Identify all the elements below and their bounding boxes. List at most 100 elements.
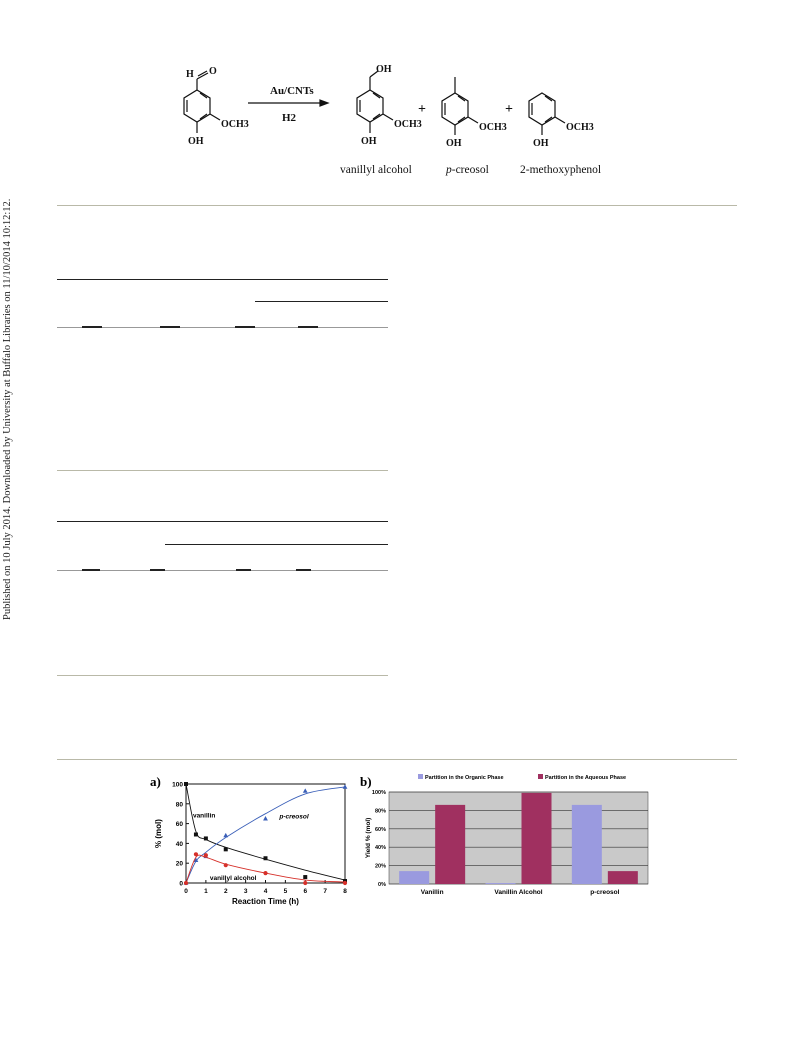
x-axis-label: Reaction Time (h) (232, 897, 299, 906)
category-label: Vanillin Alcohol (494, 889, 542, 896)
legend-swatch (418, 774, 423, 779)
x-tick-label: 0 (184, 888, 188, 895)
2-methoxyphenol-hydroxyl-label: OH (533, 138, 549, 149)
data-point-vanillin (203, 836, 208, 841)
bar-p-creosol-aqueous (607, 871, 638, 884)
bar-vanillin-aqueous (435, 804, 466, 884)
table2-bottom-rule (57, 675, 388, 676)
x-tick-label: 1 (204, 888, 208, 895)
p-creosol-ring (441, 92, 469, 126)
2-methoxyphenol-methoxy-label: OCH3 (566, 122, 594, 133)
x-tick-label: 6 (303, 888, 307, 895)
table1-head-mark-4 (298, 326, 318, 328)
reagent-label: H2 (282, 112, 297, 124)
aldehyde-o-label: O (209, 66, 217, 77)
x-tick-label: 3 (244, 888, 248, 895)
reaction-scheme: H O OCH3 OH Au/CNTs H2 OH OCH3 OH + OCH3… (183, 64, 601, 176)
table1-head-mark-1 (82, 326, 102, 328)
reactant-ring (183, 89, 211, 123)
table2-span-rule (165, 544, 388, 545)
plus-sign-2: + (505, 102, 513, 117)
x-tick-label: 8 (343, 888, 347, 895)
bar-vanillin-alcohol-aqueous (521, 792, 552, 884)
2-methoxyphenol-name: 2-methoxyphenol (520, 164, 601, 176)
p-creosol-methoxy-label: OCH3 (479, 122, 507, 133)
category-label: p-creosol (590, 889, 619, 896)
data-point-vanillyl-alcohol (203, 853, 208, 858)
y-tick-label: 0% (378, 882, 386, 888)
y-tick-label: 60 (176, 821, 184, 828)
data-point-p-creosol (263, 816, 268, 821)
table2-top-rule (57, 521, 388, 522)
table1-head-mark-2 (160, 326, 180, 328)
y-tick-label: 100% (372, 790, 386, 796)
x-tick-label: 7 (323, 888, 327, 895)
table1-bottom-rule (57, 470, 388, 471)
y-tick-label: 20 (176, 861, 184, 868)
y-tick-label: 80% (375, 808, 386, 814)
p-creosol-name-rest: -creosol (452, 164, 489, 176)
data-point-p-creosol (193, 857, 199, 863)
legend-label: Partition in the Aqueous Phase (545, 775, 626, 781)
plus-sign-1: + (418, 102, 426, 117)
annotation-vanillyl-alcohol: vanillyl alcohol (210, 875, 257, 882)
vanillyl-alcohol-ring (356, 89, 384, 123)
bar-p-creosol-organic (571, 804, 602, 884)
table2-head-mark-1 (82, 569, 100, 571)
table1-head-rule (57, 327, 388, 328)
y-tick-label: 0 (179, 881, 183, 888)
vanillyl-alcohol-name: vanillyl alcohol (340, 164, 412, 176)
legend-label: Partition in the Organic Phase (425, 775, 504, 781)
panel-b-label: b) (360, 774, 372, 789)
data-point-p-creosol (302, 788, 308, 793)
reactant-methoxy-label: OCH3 (221, 119, 249, 130)
table2-head-mark-3 (236, 569, 251, 571)
download-stamp: Published on 10 July 2014. Downloaded by… (2, 198, 13, 620)
annotation-vanillin: vanillin (193, 813, 215, 820)
y-axis-label: % (mol) (154, 819, 163, 848)
data-point-vanillyl-alcohol (223, 863, 228, 868)
y-tick-label: 100 (172, 782, 183, 789)
annotation-p-creosol: p-creosol (278, 814, 308, 821)
vanillyl-alcohol-hydroxyl-label: OH (361, 136, 377, 147)
data-point-vanillyl-alcohol (183, 880, 189, 886)
data-point-vanillin (263, 856, 268, 861)
legend-swatch (538, 774, 543, 779)
data-point-vanillyl-alcohol (263, 871, 268, 876)
y-tick-label: 80 (176, 801, 184, 808)
table2-head-rule (57, 570, 388, 571)
vanillyl-alcohol-oh-label: OH (376, 64, 392, 75)
data-point-vanillin (184, 782, 188, 786)
series-line-p-creosol (185, 786, 346, 884)
chart-panel-b: b) 0% 20% 40% 60% 80% 100% Yield % (mol) Partit… (360, 774, 649, 896)
data-point-vanillyl-alcohol (342, 880, 348, 886)
table1-top-rule (57, 279, 388, 280)
y-axis-label: Yield % (mol) (365, 818, 372, 859)
y-tick-label: 60% (375, 827, 386, 833)
y-tick-label: 20% (375, 864, 386, 870)
p-creosol-hydroxyl-label: OH (446, 138, 462, 149)
table1-span-rule (255, 301, 388, 302)
data-point-vanillin (223, 847, 228, 852)
x-tick-label: 5 (284, 888, 288, 895)
p-creosol-name-prefix: p (445, 164, 452, 176)
table2-head-mark-4 (296, 569, 311, 571)
data-point-vanillyl-alcohol (193, 852, 199, 857)
data-point-vanillin (303, 875, 308, 880)
plot-frame (185, 783, 346, 884)
aldehyde-h-label: H (186, 69, 194, 80)
vanillyl-alcohol-methoxy-label: OCH3 (394, 119, 422, 130)
catalyst-label: Au/CNTs (270, 85, 314, 97)
divider-rule-2 (57, 759, 737, 760)
divider-rule (57, 205, 737, 206)
y-tick-label: 40 (176, 841, 184, 848)
p-creosol-name: p-creosol (445, 164, 489, 176)
x-tick-label: 4 (264, 888, 268, 895)
data-point-vanillyl-alcohol (303, 880, 308, 886)
y-tick-label: 40% (375, 845, 386, 851)
reactant-hydroxyl-label: OH (188, 136, 204, 147)
panel-a-label: a) (150, 774, 161, 789)
bar-vanillin-alcohol-organic (485, 883, 516, 884)
2-methoxyphenol-ring (528, 92, 556, 126)
